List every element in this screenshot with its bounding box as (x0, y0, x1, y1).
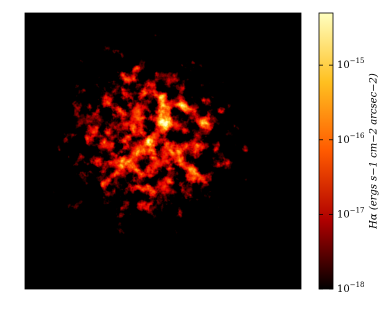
colorbar-tick-label: 10−18 (337, 281, 365, 295)
colorbar-tick-label: 10−16 (337, 132, 365, 146)
image-frame (24, 12, 302, 290)
colorbar-label: Hα (ergs s−1 cm−2 arcsec−2) (369, 73, 380, 230)
colorbar-tick-label: 10−17 (337, 206, 365, 220)
colorbar (318, 12, 334, 290)
colorbar-tick-label: 10−15 (337, 57, 365, 71)
emission-map (25, 13, 301, 289)
